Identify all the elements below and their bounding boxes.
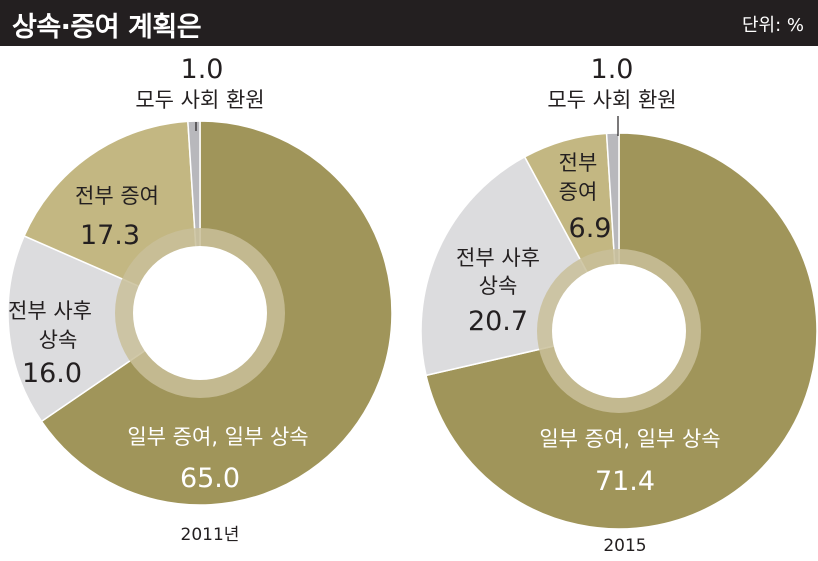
slice-value-partial-gift-partial-inheritance: 65.0: [180, 463, 240, 494]
slice-label-all-social-return: 모두 사회 환원: [547, 88, 676, 112]
slice-label-all-after-death-inheritance: 전부 사후 상속: [456, 246, 540, 298]
donut-hole: [552, 264, 686, 398]
slice-label-all-after-death-inheritance: 전부 사후 상속: [8, 299, 92, 352]
slice-label-all-social-return: 모두 사회 환원: [135, 88, 264, 112]
donut-hole: [133, 246, 267, 380]
slice-all-after-death-inheritance: [7, 234, 202, 423]
slice-value-all-after-death-inheritance: 20.7: [468, 306, 528, 337]
year-label: 2015: [603, 536, 646, 556]
year-label: 2011년: [181, 525, 240, 545]
slice-label-all-gift: 전부 증여: [559, 151, 598, 204]
slice-value-all-social-return: 1.0: [181, 54, 224, 85]
slice-label-all-gift: 전부 증여: [75, 184, 159, 208]
slice-value-all-gift: 17.3: [80, 220, 140, 251]
slice-label-partial-gift-partial-inheritance: 일부 증여, 일부 상속: [539, 427, 720, 451]
slice-value-all-social-return: 1.0: [591, 54, 634, 85]
chart-title: 상속·증여 계획은: [12, 12, 202, 43]
title-bar: 상속·증여 계획은 단위: %: [0, 0, 818, 46]
unit-label: 단위: %: [741, 15, 804, 36]
slice-label-partial-gift-partial-inheritance: 일부 증여, 일부 상속: [127, 425, 308, 449]
slice-value-all-gift: 6.9: [569, 213, 612, 244]
slice-value-partial-gift-partial-inheritance: 71.4: [595, 466, 655, 497]
slice-value-all-after-death-inheritance: 16.0: [22, 358, 82, 389]
donut-chart-2011: 일부 증여, 일부 상속 65.0 전부 사후 상속 16.0 전부 증여 17.3 모두 사…: [7, 54, 393, 545]
donut-chart-2015: 일부 증여, 일부 상속 71.4 전부 사후 상속 20.7 전부 증여 6.9 모두 사회 …: [420, 54, 818, 556]
